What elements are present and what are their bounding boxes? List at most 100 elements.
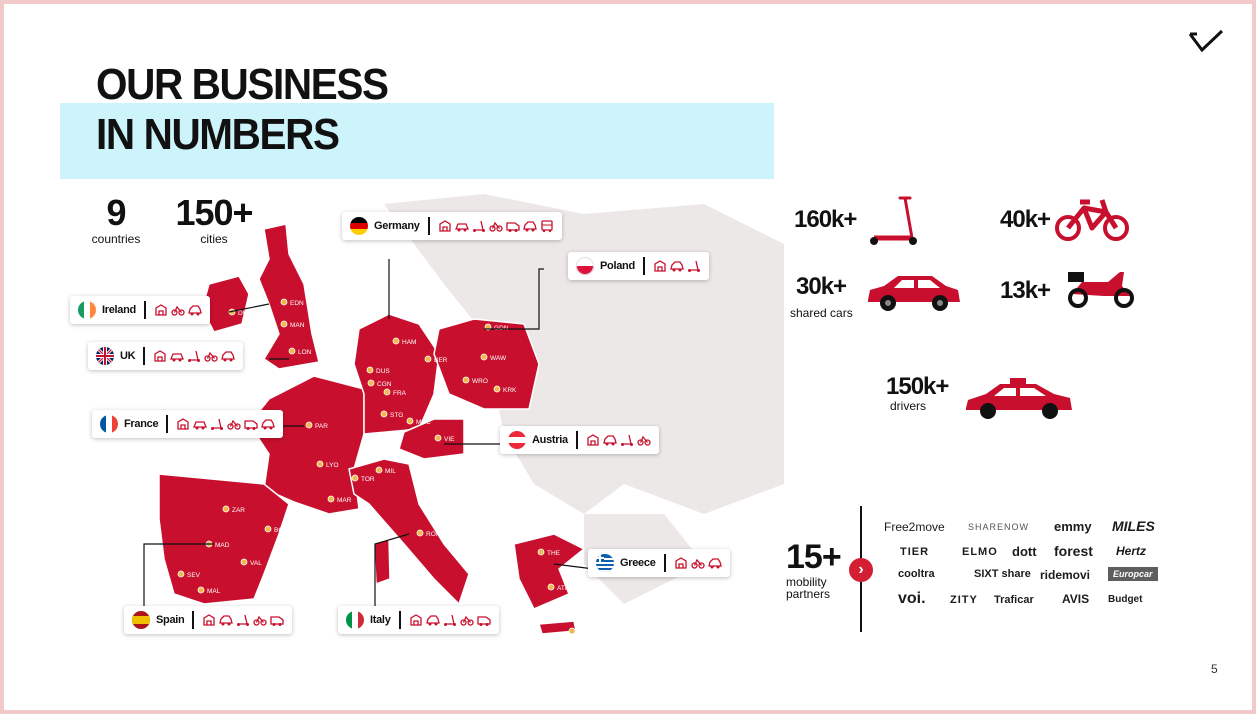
- city-label-her: HER: [578, 629, 592, 636]
- cars-count: 30k+: [796, 273, 847, 300]
- city-label-lon: LON: [298, 349, 312, 356]
- brand-free2move: Free2move: [884, 520, 945, 534]
- city-label-tor: TOR: [361, 476, 375, 483]
- city-dot-fra: [383, 388, 391, 396]
- greece-shape: [513, 533, 585, 610]
- city-label-ham: HAM: [402, 339, 416, 346]
- city-label-val: VAL: [250, 560, 262, 567]
- city-dot-bcn: [264, 525, 272, 533]
- badge-separator: [192, 611, 195, 629]
- service-icons: [154, 303, 202, 317]
- brand-forest: forest: [1054, 543, 1093, 559]
- van-icon: [270, 616, 285, 626]
- slide: OUR BUSINESS IN NUMBERS 9 countries 150+…: [4, 4, 1252, 710]
- scooter-shop-icon: [154, 350, 166, 362]
- car-icon: [261, 419, 276, 430]
- country-name: Germany: [374, 220, 420, 232]
- drivers-label-wrap: drivers: [890, 400, 926, 413]
- city-dot-val: [240, 558, 248, 566]
- brand-elmo: ELMO: [962, 546, 998, 558]
- badge-separator: [427, 217, 430, 235]
- city-dots: DUBEDNMANLONHAMBERDUSCGNFRASTGMUCGDNWAWW…: [177, 298, 592, 636]
- car-shop-icon: [454, 223, 469, 232]
- germany-badge: Germany: [342, 212, 562, 240]
- service-icons: [202, 613, 285, 627]
- city-label-man: MAN: [290, 322, 305, 329]
- ebikes-stat: 40k+: [1000, 206, 1051, 233]
- car-icon: [425, 615, 440, 626]
- city-label-par: PAR: [315, 423, 328, 430]
- city-dot-zar: [222, 505, 230, 513]
- city-label-stg: STG: [390, 412, 403, 419]
- scooter-shop-icon: [177, 418, 189, 430]
- badge-separator: [166, 415, 169, 433]
- brand-dott: dott: [1012, 544, 1037, 559]
- scooter-icon: [620, 434, 633, 446]
- italy-shape: [348, 458, 470, 605]
- sardinia-shape: [373, 538, 391, 585]
- city-dot-stg: [380, 410, 388, 418]
- chevron-right-icon: ›: [849, 558, 873, 582]
- italy-badge: Italy: [338, 606, 499, 634]
- city-dot-edn: [280, 298, 288, 306]
- bus-icon: [540, 220, 553, 233]
- brand-logo-icon: [1188, 29, 1224, 53]
- scooters-count: 160k+: [794, 206, 857, 233]
- country-name: France: [124, 418, 159, 430]
- bike-icon: [253, 615, 268, 626]
- bike-icon: [171, 305, 185, 316]
- crete-shape: [538, 620, 577, 635]
- scooter-icon: [443, 614, 456, 626]
- scooter-icon: [687, 260, 700, 272]
- city-label-rom: ROM: [426, 531, 441, 538]
- city-label-vie: VIE: [444, 436, 455, 443]
- uk-badge: UK: [88, 342, 244, 370]
- city-label-waw: WAW: [490, 355, 507, 362]
- city-label-dus: DUS: [376, 368, 390, 375]
- country-name: UK: [120, 350, 136, 362]
- van-icon: [476, 616, 491, 626]
- brand-tier: TIER: [900, 546, 930, 558]
- city-label-the: THE: [547, 550, 561, 557]
- service-icons: [409, 613, 491, 627]
- city-label-bcn: BCN: [274, 527, 288, 534]
- city-label-mad: MAD: [215, 542, 230, 549]
- france-flag-icon: [100, 415, 118, 433]
- car-icon: [522, 221, 537, 232]
- italy-flag-icon: [346, 611, 364, 629]
- ebikes-count: 40k+: [1000, 206, 1051, 233]
- scooters-stat: 160k+: [794, 206, 857, 233]
- city-label-wro: WRO: [472, 378, 488, 385]
- scooter-shop-icon: [654, 260, 666, 272]
- spain-shape: [158, 473, 290, 605]
- bike-icon: [690, 558, 705, 569]
- austria-flag-icon: [508, 431, 526, 449]
- city-dot-wro: [462, 376, 470, 384]
- city-dot-waw: [480, 353, 488, 361]
- cars-label: shared cars: [790, 306, 853, 320]
- city-dot-rom: [416, 529, 424, 537]
- van-icon: [244, 420, 258, 430]
- scooter-shop-icon: [409, 614, 422, 626]
- city-dot-cgn: [367, 379, 375, 387]
- car-shop-icon: [193, 421, 208, 430]
- mopeds-stat: 13k+: [1000, 278, 1051, 304]
- city-dot-tor: [351, 474, 359, 482]
- poland-badge: Poland: [568, 252, 709, 280]
- service-icons: [674, 556, 722, 570]
- brand-europcar: Europcar: [1108, 567, 1158, 581]
- spain-flag-icon: [132, 611, 150, 629]
- france-badge: France: [92, 410, 284, 438]
- city-dot-ath: [547, 583, 555, 591]
- city-label-muc: MUC: [416, 419, 431, 426]
- title-line-2: IN NUMBERS: [96, 110, 340, 159]
- country-name: Italy: [370, 614, 391, 626]
- bike-icon: [459, 615, 474, 626]
- scooter-shop-icon: [203, 614, 216, 626]
- badge-separator: [143, 347, 146, 365]
- car-icon: [670, 261, 684, 272]
- countries-stat: 9 countries: [86, 194, 146, 247]
- scooter-shop-icon: [155, 304, 167, 316]
- cars-label-wrap: shared cars: [790, 307, 853, 320]
- badge-separator: [575, 431, 578, 449]
